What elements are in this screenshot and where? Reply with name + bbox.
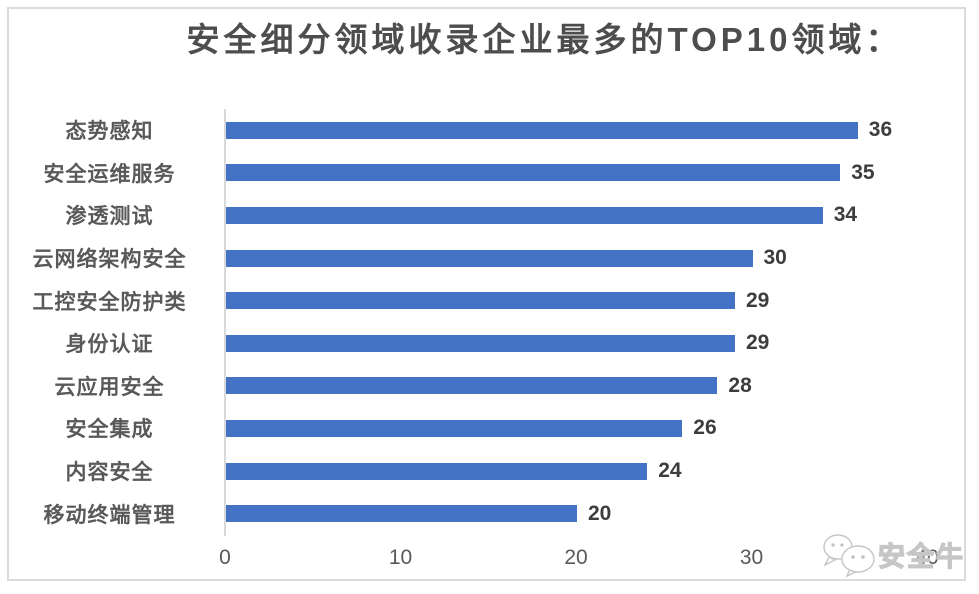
bar-row: 身份认证 29 — [0, 322, 979, 365]
category-label: 安全集成 — [65, 418, 154, 442]
bar-row: 云应用安全 28 — [0, 365, 979, 408]
bar-zone: 36 — [226, 109, 979, 152]
y-axis-line — [224, 109, 226, 536]
x-axis-tick-label: 0 — [219, 546, 231, 569]
bar — [226, 164, 841, 182]
value-label: 20 — [588, 501, 612, 525]
category-label: 内容安全 — [65, 461, 154, 485]
bar-row: 云网络架构安全 30 — [0, 237, 979, 280]
bar-row: 内容安全 24 — [0, 450, 979, 493]
bar-row: 安全集成 26 — [0, 407, 979, 450]
bar-zone: 29 — [226, 279, 979, 322]
bar-row: 移动终端管理 20 — [0, 492, 979, 535]
category-label: 安全运维服务 — [43, 162, 176, 186]
value-label: 36 — [868, 118, 893, 142]
category-label: 云应用安全 — [54, 375, 165, 399]
bar — [226, 292, 735, 310]
category-label: 移动终端管理 — [43, 503, 176, 527]
watermark: 安全牛 — [820, 527, 976, 581]
bar — [226, 419, 683, 437]
bar-zone: 20 — [226, 492, 979, 535]
watermark-text: 安全牛 — [877, 541, 965, 572]
value-label: 29 — [745, 288, 770, 312]
bar — [226, 505, 577, 523]
value-label: 30 — [763, 246, 787, 270]
value-label: 26 — [693, 416, 717, 440]
category-label: 云网络架构安全 — [32, 248, 187, 272]
category-label: 渗透测试 — [65, 205, 154, 229]
bar-zone: 26 — [226, 407, 979, 450]
x-axis-tick-label: 40 — [915, 546, 939, 569]
bar — [226, 206, 823, 224]
bar-row: 工控安全防护类 29 — [0, 279, 979, 322]
bar-zone: 29 — [226, 322, 979, 365]
category-label: 身份认证 — [65, 333, 154, 357]
value-label: 29 — [745, 331, 770, 355]
bar — [226, 121, 858, 139]
chart-title: 安全细分领域收录企业最多的TOP10领域： — [186, 21, 903, 58]
bar-row: 态势感知 36 — [0, 109, 979, 152]
bar-zone: 35 — [226, 152, 979, 195]
bar — [226, 462, 648, 480]
x-axis-tick-label: 20 — [564, 546, 588, 569]
value-label: 34 — [833, 203, 858, 227]
x-axis-tick-label: 10 — [388, 546, 413, 569]
bar-row: 渗透测试 34 — [0, 194, 979, 237]
bar — [226, 334, 735, 352]
x-axis-tick-label: 30 — [739, 546, 764, 569]
bars-area: 态势感知 36 安全运维服务 35 渗透测试 34 云网络架构安全 30 工控安全防护类 29 身份… — [0, 109, 979, 535]
bar-zone: 34 — [226, 194, 979, 237]
category-label: 工控安全防护类 — [32, 290, 187, 314]
bar — [226, 377, 718, 395]
x-axis-tick-labels: 0 10 20 30 40 — [0, 546, 979, 572]
bar-zone: 30 — [226, 237, 979, 280]
wechat-icon — [823, 534, 875, 578]
value-label: 28 — [728, 373, 752, 397]
bar-row: 安全运维服务 35 — [0, 152, 979, 195]
value-label: 24 — [658, 459, 682, 483]
value-label: 35 — [851, 160, 875, 184]
bar-zone: 28 — [226, 365, 979, 408]
category-label: 态势感知 — [65, 120, 154, 144]
bar-zone: 24 — [226, 450, 979, 493]
bar — [226, 249, 753, 267]
